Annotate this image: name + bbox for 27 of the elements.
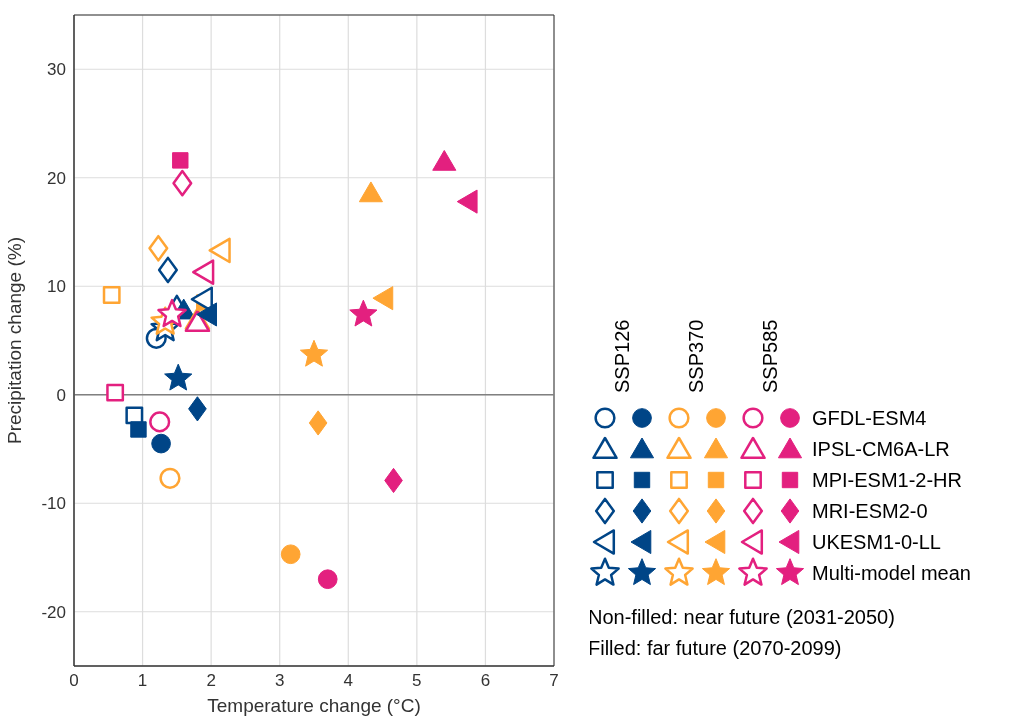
y-tick-label: 0	[56, 385, 66, 405]
x-tick-label: 1	[137, 671, 148, 691]
legend-label: Multi-model mean	[812, 562, 971, 584]
y-tick-label: -20	[41, 602, 66, 622]
x-tick-label: 6	[480, 671, 491, 691]
x-tick-label: 2	[206, 671, 216, 691]
legend-label: MPI-ESM1-2-HR	[812, 469, 963, 491]
text: Filled: far future (2070-2099)	[588, 637, 842, 659]
y-axis-title: Precipitation change (%)	[3, 237, 25, 444]
y-tick-label: 10	[47, 277, 66, 297]
x-tick-label: 4	[343, 671, 354, 691]
y-tick-label: 30	[47, 60, 66, 80]
y-tick-label: 20	[47, 168, 66, 188]
text: SSP370	[684, 319, 707, 393]
y-tick-label: -10	[41, 494, 66, 514]
x-tick-label: 0	[69, 671, 79, 691]
x-axis-title: Temperature change (°C)	[207, 695, 421, 716]
text: Non-filled: near future (2031-2050)	[588, 606, 895, 628]
text: SSP126	[610, 319, 633, 393]
legend-label: IPSL-CM6A-LR	[812, 438, 950, 460]
x-tick-label: 3	[274, 671, 285, 691]
x-tick-label: 7	[549, 671, 559, 691]
legend-label: GFDL-ESM4	[812, 407, 927, 429]
text: SSP585	[758, 319, 781, 393]
legend-label: UKESM1-0-LL	[812, 531, 941, 553]
legend-label: MRI-ESM2-0	[812, 500, 928, 522]
x-tick-label: 5	[412, 671, 422, 691]
